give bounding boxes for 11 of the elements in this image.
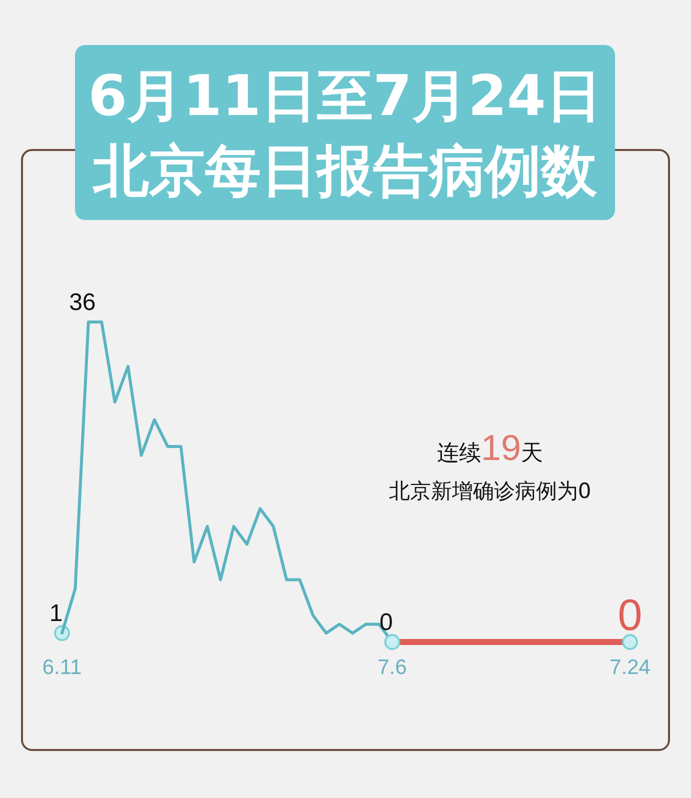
x-tick-label: 6.11 [42,656,82,679]
data-label: 1 [49,600,63,628]
annotation: 北京新增确诊病例为0 [388,479,592,503]
data-label: 36 [69,289,96,316]
x-tick-label: 7.24 [610,656,651,679]
chart-subtitle: 北京每日报告病例数 [92,139,598,204]
data-label: 0 [618,591,642,640]
x-tick-label: 7.6 [378,656,407,679]
chart-title: 6月11日至7月24日 [88,64,602,129]
data-label: 0 [380,609,393,636]
annotation: 连续19天 [436,427,544,468]
